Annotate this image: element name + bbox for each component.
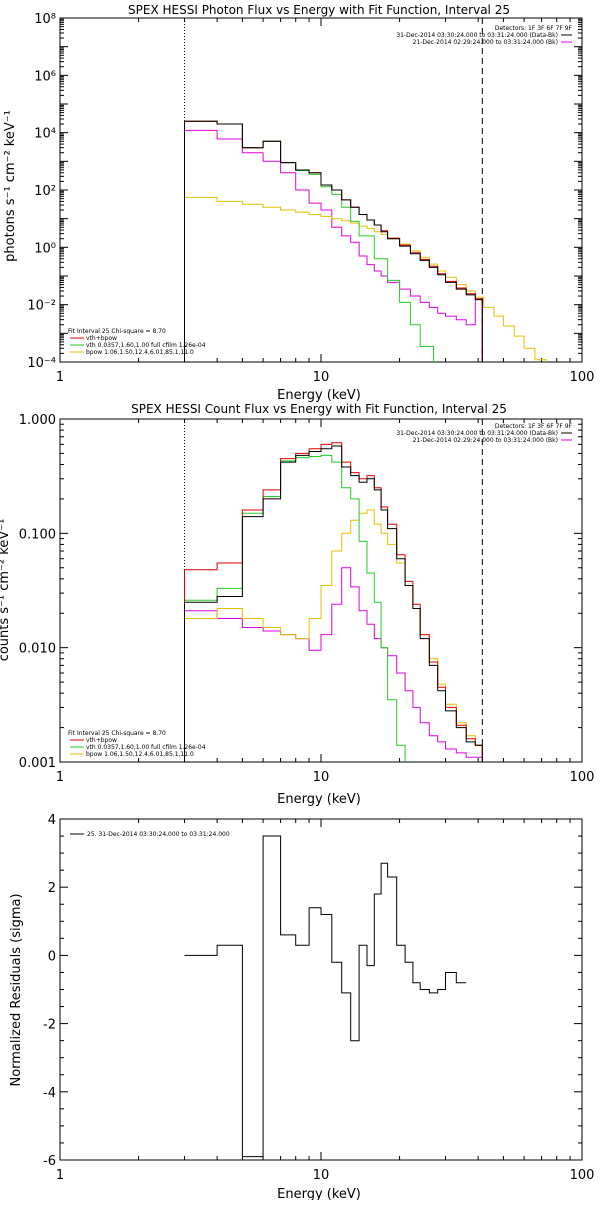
count-flux-legend-total: vth+bpow: [86, 737, 117, 744]
residuals-ytick-label: 2: [48, 881, 56, 896]
photon-flux-legend-total: vth+bpow: [86, 335, 117, 342]
photon-flux-series-vth: [184, 120, 435, 362]
photon-flux-title: SPEX HESSI Photon Flux vs Energy with Fi…: [128, 3, 510, 17]
photon-flux-ylabel: photons s⁻¹ cm⁻² keV⁻¹: [3, 110, 18, 262]
residuals-xlabel: Energy (keV): [277, 1187, 361, 1200]
count-flux-legend-bk-interval: 21-Dec-2014 02:29:24.000 to 03:31:24.000…: [413, 437, 558, 444]
count-flux-series-bpow: [184, 509, 483, 762]
count-flux-legend-bpow: bpow 1.06,1.50,12.4,6.01,85.1,11.0: [86, 751, 194, 758]
residuals-ytick-label: -4: [43, 1086, 56, 1101]
photon-flux-xtick-label: 100: [570, 370, 595, 385]
photon-flux-panel: SPEX HESSI Photon Flux vs Energy with Fi…: [3, 3, 594, 403]
count-flux-ytick-label: 0.001: [19, 756, 56, 771]
count-flux-ytick-label: 0.100: [19, 527, 56, 542]
photon-flux-legend-left: Fit Interval 25 Chi-square = 8.70 vth+bp…: [68, 328, 206, 356]
count-flux-series-vth: [184, 454, 406, 762]
count-flux-ytick-label: 1.000: [19, 413, 56, 428]
count-flux-series-total_fit: [184, 442, 483, 762]
count-flux-xtick-label: 10: [313, 770, 330, 785]
photon-flux-ytick-label: 10⁰: [34, 241, 56, 256]
photon-flux-ytick-label: 10⁻⁴: [27, 356, 56, 371]
count-flux-legend-left: Fit Interval 25 Chi-square = 8.70 vth+bp…: [68, 730, 206, 758]
photon-flux-axes-frame: [59, 17, 583, 363]
photon-flux-legend-bk-interval: 21-Dec-2014 02:29:24.000 to 03:31:24.000…: [413, 39, 558, 46]
residuals-xtick-label: 1: [56, 1168, 64, 1183]
count-flux-legend-right: Detectors: 1F 3F 6F 7F 9F 31-Dec-2014 03…: [396, 423, 572, 444]
photon-flux-ytick-label: 10⁸: [34, 12, 56, 27]
photon-flux-legend-detectors: Detectors: 1F 3F 6F 7F 9F: [495, 25, 573, 32]
residuals-xtick-label: 100: [570, 1168, 595, 1183]
residuals-series-data: [184, 835, 467, 1158]
photon-flux-legend-bpow: bpow 1.06,1.50,12.4,6.01,85.1,11.0: [86, 349, 194, 356]
photon-flux-series-background: [184, 129, 483, 362]
residuals-panel: Energy (keV) Normalized Residuals (sigma…: [9, 813, 595, 1202]
photon-flux-ytick-label: 10⁴: [34, 127, 56, 142]
photon-flux-series-data: [184, 120, 483, 362]
photon-flux-ytick-label: 10²: [34, 184, 56, 199]
count-flux-legend-fit-interval: Fit Interval 25 Chi-square = 8.70: [68, 730, 166, 737]
residuals-xtick-label: 10: [313, 1168, 330, 1183]
photon-flux-xlabel: Energy (keV): [277, 388, 361, 403]
photon-flux-legend-vth: vth 0.0357,1.60,1.00 full cfilm 1.26e-04: [86, 342, 206, 349]
count-flux-series-data: [184, 445, 483, 762]
count-flux-ylabel: counts s⁻¹ cm⁻² keV⁻¹: [0, 519, 12, 662]
residuals-ytick-label: 4: [48, 813, 56, 828]
residuals-axes-frame: [59, 818, 583, 1161]
residuals-ylabel: Normalized Residuals (sigma): [9, 893, 24, 1086]
photon-flux-series-bpow: [184, 196, 547, 362]
count-flux-xtick-label: 100: [570, 770, 595, 785]
count-flux-ytick-label: 0.010: [19, 642, 56, 657]
photon-flux-legend-data-interval: 31-Dec-2014 03:30:24.000 to 03:31:24.000…: [396, 32, 558, 39]
count-flux-legend-detectors: Detectors: 1F 3F 6F 7F 9F: [495, 423, 573, 430]
count-flux-legend-data-interval: 31-Dec-2014 03:30:24.000 to 03:31:24.000…: [396, 430, 558, 437]
residuals-ytick-label: -6: [43, 1154, 56, 1169]
photon-flux-series-total_fit: [184, 120, 483, 362]
residuals-ytick-label: 0: [48, 949, 56, 964]
photon-flux-xtick-label: 1: [56, 370, 64, 385]
residuals-ytick-label: -2: [43, 1018, 56, 1033]
count-flux-legend-vth: vth 0.0357,1.60,1.00 full cfilm 1.26e-04: [86, 744, 206, 751]
photon-flux-xtick-label: 10: [313, 370, 330, 385]
count-flux-xtick-label: 1: [56, 770, 64, 785]
photon-flux-ytick-label: 10⁻²: [27, 299, 56, 314]
photon-flux-legend-fit-interval: Fit Interval 25 Chi-square = 8.70: [68, 328, 166, 335]
count-flux-title: SPEX HESSI Count Flux vs Energy with Fit…: [131, 402, 507, 416]
count-flux-xlabel: Energy (keV): [277, 792, 361, 807]
count-flux-panel: SPEX HESSI Count Flux vs Energy with Fit…: [0, 402, 594, 807]
photon-flux-legend-right: Detectors: 1F 3F 6F 7F 9F 31-Dec-2014 03…: [396, 25, 572, 46]
photon-flux-ytick-label: 10⁶: [34, 69, 56, 84]
residuals-legend: 25. 31-Dec-2014 03:30:24.000 to 03:31:24…: [87, 831, 230, 838]
residuals-legend-label: 25. 31-Dec-2014 03:30:24.000 to 03:31:24…: [87, 831, 230, 838]
